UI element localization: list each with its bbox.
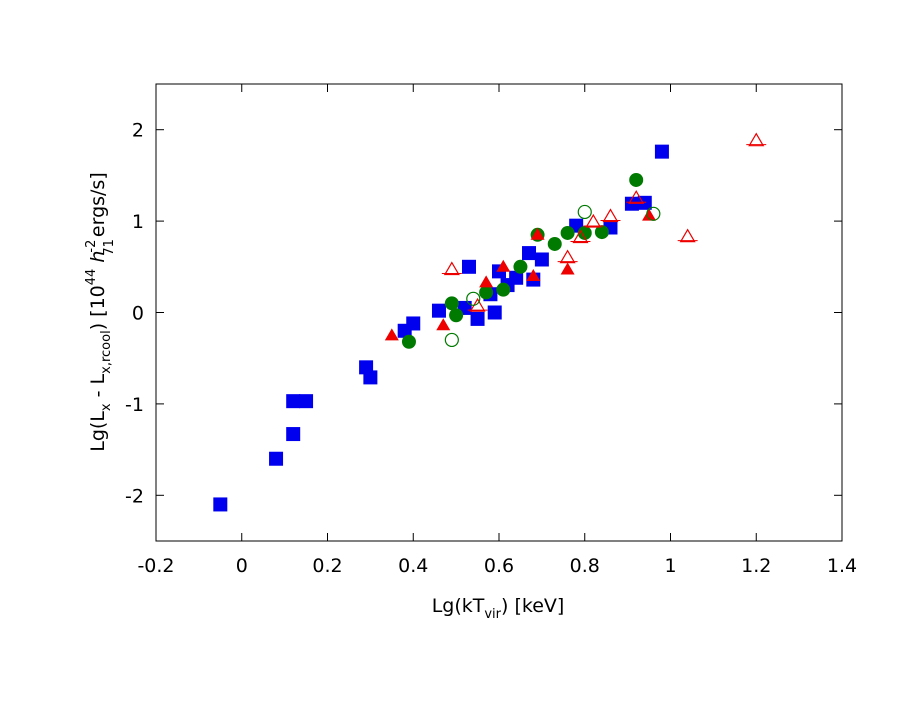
circle-point (479, 285, 494, 300)
open-circle-point (577, 204, 592, 220)
circle-point (547, 236, 562, 251)
open-triangle-point (679, 228, 696, 243)
circle-point (401, 334, 416, 349)
x-axis-label: Lg(kTvir) [keV] (432, 595, 565, 622)
open-triangle-point (585, 213, 602, 228)
square-point (406, 316, 421, 331)
open-triangle-point (602, 208, 619, 223)
open-circle-point (444, 332, 459, 348)
square-point (654, 144, 669, 159)
open-triangle-point (572, 229, 589, 244)
square-point (461, 259, 476, 274)
y-tick-label: 0 (132, 303, 144, 325)
square-point (487, 305, 502, 320)
x-tick-label: 0.6 (484, 555, 514, 577)
axis-ticks: -0.2 0 0.2 0.4 0.6 0.8 1 1.2 1.4 -2 -1 0 1 2 (125, 84, 857, 577)
square-point (509, 270, 524, 285)
square-point (431, 303, 446, 318)
open-circle-point (466, 291, 481, 306)
open-triangle-point (748, 132, 765, 147)
square-point (470, 311, 485, 326)
x-tick-label: 0.4 (398, 555, 428, 577)
y-tick-label: -2 (125, 485, 144, 507)
triangle-point (496, 259, 511, 272)
square-point (299, 394, 314, 409)
open-triangle-point (443, 261, 460, 276)
circle-point (444, 296, 459, 311)
triangle-point (384, 328, 399, 341)
circle-point (577, 225, 592, 240)
square-point (522, 246, 537, 261)
circle-point (594, 225, 609, 240)
triangle-point (560, 262, 575, 275)
triangle-point (530, 227, 545, 240)
x-tick-label: 0.8 (570, 555, 600, 577)
x-tick-label: -0.2 (137, 555, 174, 577)
x-tick-label: 0 (236, 555, 248, 577)
square-point (269, 451, 284, 466)
circle-point (496, 282, 511, 297)
square-point (286, 427, 301, 442)
open-triangle-point (628, 190, 645, 204)
square-point (213, 497, 228, 512)
circle-point (629, 172, 644, 187)
y-tick-label: 1 (132, 211, 144, 233)
open-circle-point (646, 206, 661, 221)
square-point (363, 370, 378, 385)
x-tick-label: 1.2 (741, 555, 771, 577)
x-tick-label: 1 (664, 555, 676, 577)
triangle-point (436, 318, 451, 331)
x-tick-label: 0.2 (312, 555, 342, 577)
circle-point (513, 259, 528, 274)
triangle-point (642, 208, 657, 221)
data-points (213, 132, 767, 512)
square-point (286, 394, 301, 409)
y-axis-label: Lg(Lx - Lx,rcool) [1044 h-2 71ergs/s] (84, 172, 117, 452)
open-triangle-point (559, 249, 576, 264)
y-tick-label: 2 (132, 120, 144, 142)
square-point (534, 252, 549, 267)
circle-point (560, 225, 575, 240)
y-tick-label: -1 (125, 394, 144, 416)
circle-point (449, 308, 464, 323)
x-tick-label: 1.4 (827, 555, 857, 577)
triangle-point (526, 268, 541, 281)
triangle-point (479, 275, 494, 288)
